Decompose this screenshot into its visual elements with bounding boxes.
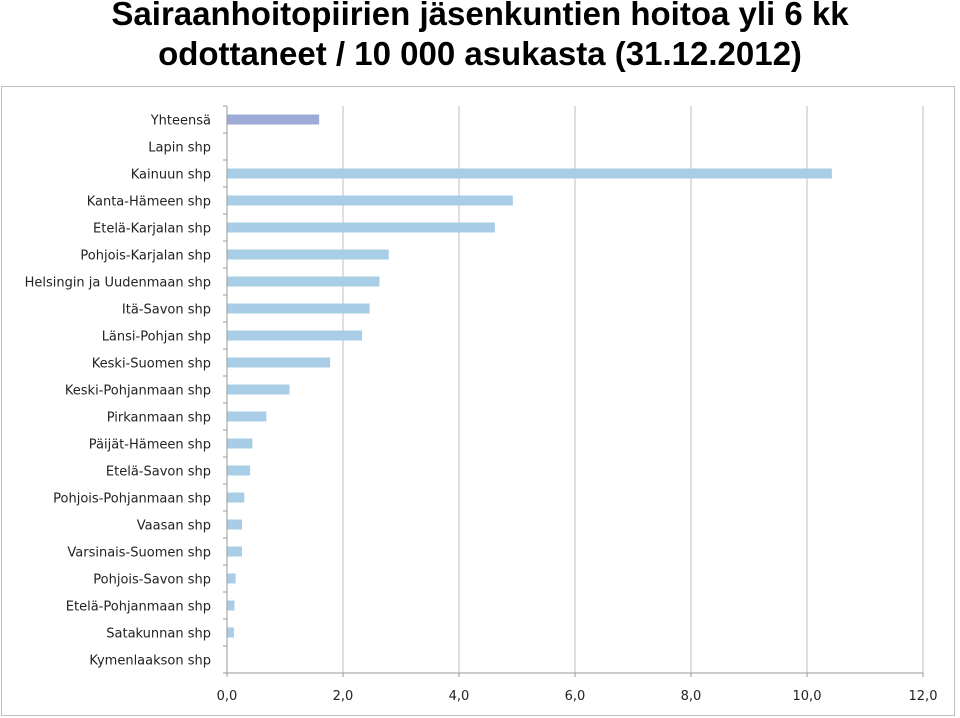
category-label: Lapin shp (148, 141, 211, 156)
bar (227, 546, 242, 557)
category-label: Kainuun shp (131, 168, 211, 183)
category-label: Vaasan shp (137, 519, 211, 534)
bar (227, 195, 513, 206)
bar (227, 600, 235, 611)
x-tick-label: 8,0 (681, 689, 702, 704)
x-tick-label: 6,0 (565, 689, 586, 704)
category-label: Helsingin ja Uudenmaan shp (25, 276, 211, 291)
chart-title-line-2: odottaneet / 10 000 asukasta (31.12.2012… (158, 35, 802, 72)
category-label: Pohjois-Karjalan shp (80, 249, 211, 264)
axes (223, 105, 924, 677)
bar (227, 519, 242, 530)
bar (227, 411, 267, 422)
category-label: Keski-Pohjanmaan shp (65, 384, 211, 399)
x-tick-label: 12,0 (909, 689, 938, 704)
x-tick-label: 10,0 (793, 689, 822, 704)
category-label: Pohjois-Pohjanmaan shp (53, 492, 211, 507)
category-label: Kymenlaakson shp (89, 654, 211, 669)
category-label: Keski-Suomen shp (92, 357, 211, 372)
category-label: Etelä-Pohjanmaan shp (66, 600, 211, 615)
chart-title: Sairaanhoitopiirien jäsenkuntien hoitoa … (0, 0, 960, 74)
category-label: Kanta-Hämeen shp (87, 195, 211, 210)
bar (227, 114, 320, 125)
bar (227, 465, 251, 476)
category-label: Länsi-Pohjan shp (102, 330, 211, 345)
category-label: Satakunnan shp (106, 627, 211, 642)
category-label: Päijät-Hämeen shp (89, 438, 211, 453)
x-tick-label: 2,0 (333, 689, 354, 704)
chart-frame (1, 86, 955, 716)
bar (227, 438, 253, 449)
bars (227, 114, 832, 638)
bar (227, 357, 331, 368)
category-label: Pohjois-Savon shp (93, 573, 211, 588)
bar (227, 168, 832, 179)
category-labels: Yhteensä Lapin shp Kainuun shp Kanta-Hämeen… (25, 114, 211, 669)
bar (227, 276, 380, 287)
chart-title-line-1: Sairaanhoitopiirien jäsenkuntien hoitoa … (111, 0, 849, 32)
bar (227, 573, 236, 584)
bar (227, 492, 245, 503)
category-label: Yhteensä (150, 114, 211, 129)
x-tick-labels: 0,0 2,0 4,0 6,0 8,0 10,0 12,0 (217, 689, 938, 704)
category-label: Etelä-Savon shp (106, 465, 211, 480)
bar (227, 222, 495, 233)
bar (227, 330, 363, 341)
bar (227, 249, 389, 260)
category-label: Etelä-Karjalan shp (93, 222, 211, 237)
x-tick-label: 0,0 (217, 689, 238, 704)
bar (227, 627, 234, 638)
category-label: Varsinais-Suomen shp (67, 546, 211, 561)
category-label: Itä-Savon shp (122, 303, 211, 318)
bar (227, 303, 370, 314)
grid-lines (342, 106, 924, 673)
x-tick-label: 4,0 (449, 689, 470, 704)
category-label: Pirkanmaan shp (107, 411, 211, 426)
bar (227, 384, 290, 395)
